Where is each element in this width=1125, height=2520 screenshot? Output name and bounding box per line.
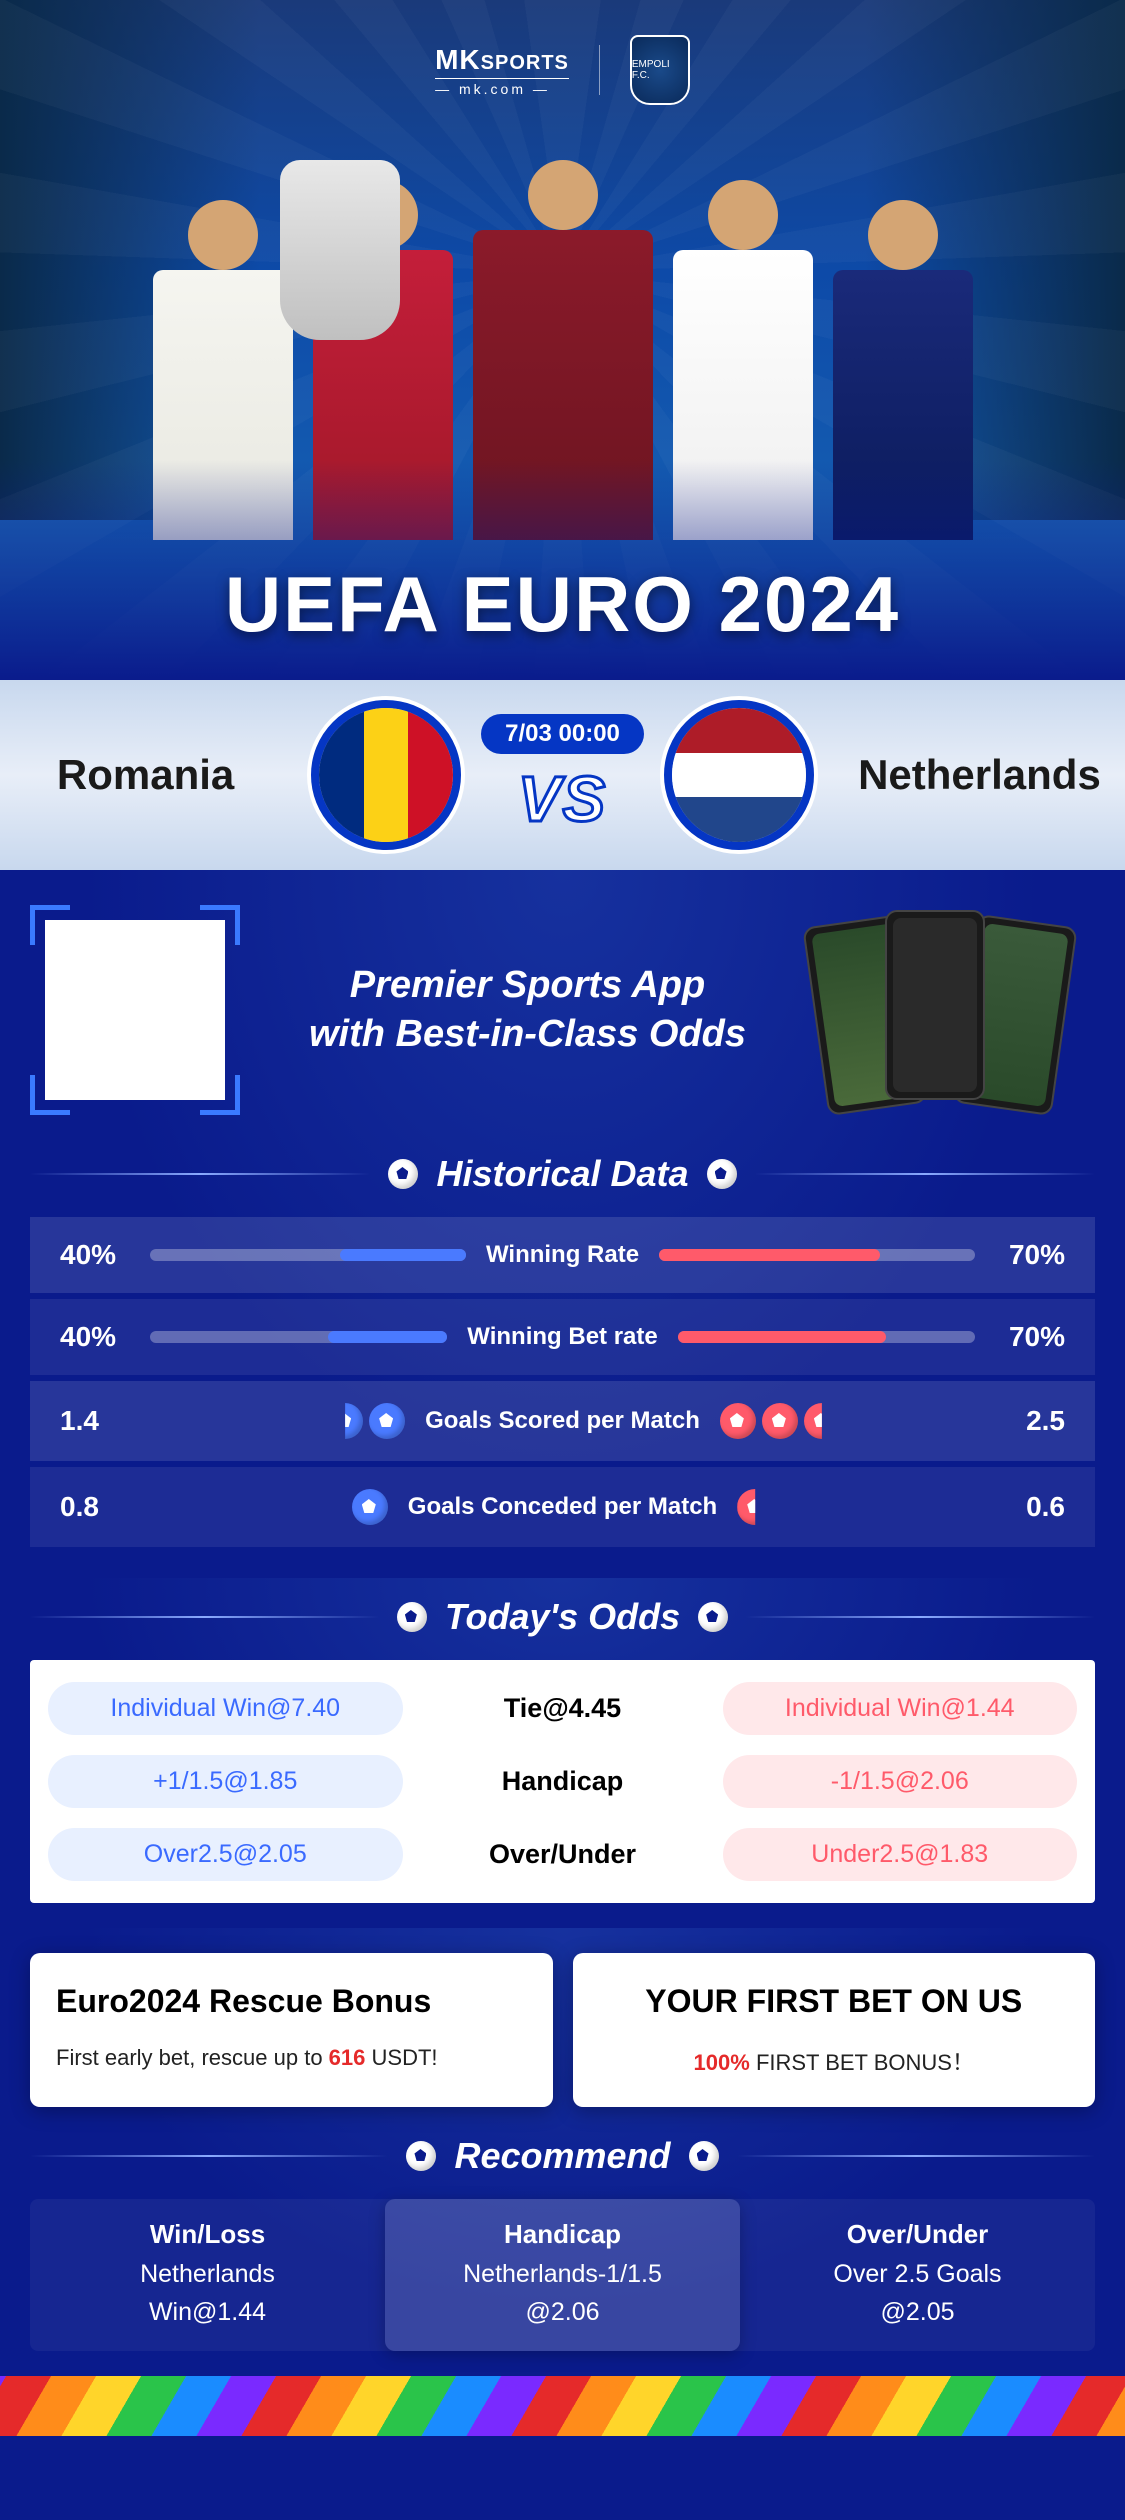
vs-block: 7/03 00:00 VS [481, 714, 644, 836]
rec-label: Handicap [395, 2219, 730, 2250]
vs-label: VS [481, 762, 644, 836]
bonus-subtitle: 100% FIRST BET BONUS！ [599, 2045, 1070, 2077]
hist-row: 40% Winning Rate 70% [30, 1217, 1095, 1293]
soccer-ball-icon [698, 1602, 728, 1632]
rec-value: Netherlands-1/1.5 [395, 2256, 730, 2294]
rec-value: Netherlands [40, 2256, 375, 2294]
hist-left-value: 1.4 [60, 1405, 150, 1437]
promo-row: Premier Sports App with Best-in-Class Od… [30, 895, 1095, 1145]
rec-label: Win/Loss [40, 2219, 375, 2250]
rec-label: Over/Under [750, 2219, 1085, 2250]
recommend-header: Recommend [30, 2127, 1095, 2199]
soccer-ball-icon [406, 2141, 436, 2171]
recommend-col[interactable]: Handicap Netherlands-1/1.5 @2.06 [385, 2199, 740, 2351]
historical-table: 40% Winning Rate 70% 40% Winning Bet rat… [30, 1217, 1095, 1547]
promo-text: Premier Sports App with Best-in-Class Od… [270, 961, 785, 1060]
rescue-bonus-card[interactable]: Euro2024 Rescue Bonus First early bet, r… [30, 1953, 553, 2107]
hist-label: Winning Bet rate [467, 1323, 657, 1351]
soccer-ball-icon [388, 1159, 418, 1189]
home-team-name: Romania [0, 751, 291, 799]
rec-value: @2.05 [750, 2294, 1085, 2332]
hist-right-value: 70% [975, 1239, 1065, 1271]
match-bar: Romania 7/03 00:00 VS Netherlands [0, 680, 1125, 870]
club-badge-icon: EMPOLI F.C. [630, 35, 690, 105]
historical-header: Historical Data [30, 1145, 1095, 1217]
odds-row: Individual Win@7.40 Tie@4.45 Individual … [48, 1672, 1077, 1745]
bottom-stripes [0, 2376, 1125, 2436]
away-team-name: Netherlands [834, 751, 1125, 799]
rec-value: Over 2.5 Goals [750, 2256, 1085, 2294]
rec-value: Win@1.44 [40, 2294, 375, 2332]
match-time: 7/03 00:00 [481, 714, 644, 754]
hist-label: Winning Rate [486, 1241, 639, 1269]
odds-right-pill[interactable]: Individual Win@1.44 [723, 1682, 1078, 1735]
hist-row: 0.8 Goals Conceded per Match 0.6 [30, 1467, 1095, 1547]
bonus-title: YOUR FIRST BET ON US [599, 1983, 1070, 2020]
recommend-table: Win/Loss Netherlands Win@1.44 Handicap N… [30, 2199, 1095, 2351]
bonus-row: Euro2024 Rescue Bonus First early bet, r… [30, 1953, 1095, 2127]
hist-row: 40% Winning Bet rate 70% [30, 1299, 1095, 1375]
app-root: MKSPORTS — mk.com — EMPOLI F.C. UEFA EUR… [0, 0, 1125, 2436]
odds-left-pill[interactable]: Individual Win@7.40 [48, 1682, 403, 1735]
hist-left-value: 40% [60, 1321, 150, 1353]
first-bet-card[interactable]: YOUR FIRST BET ON US 100% FIRST BET BONU… [573, 1953, 1096, 2107]
hist-left-value: 40% [60, 1239, 150, 1271]
odds-center-label: Over/Under [423, 1839, 703, 1870]
soccer-ball-icon [397, 1602, 427, 1632]
qr-code[interactable] [30, 905, 240, 1115]
hist-row: 1.4 Goals Scored per Match 2.5 [30, 1381, 1095, 1461]
odds-right-pill[interactable]: Under2.5@1.83 [723, 1828, 1078, 1881]
recommend-col[interactable]: Over/Under Over 2.5 Goals @2.05 [740, 2199, 1095, 2351]
odds-center-label: Handicap [423, 1766, 703, 1797]
hist-label: Goals Scored per Match [425, 1407, 700, 1435]
hist-right-value: 70% [975, 1321, 1065, 1353]
logo-row: MKSPORTS — mk.com — EMPOLI F.C. [0, 0, 1125, 105]
odds-row: Over2.5@2.05 Over/Under Under2.5@1.83 [48, 1818, 1077, 1891]
mk-sports-logo: MKSPORTS — mk.com — [435, 44, 569, 97]
hero-title: UEFA EURO 2024 [0, 559, 1125, 650]
hist-right-value: 2.5 [975, 1405, 1065, 1437]
rec-value: @2.06 [395, 2294, 730, 2332]
hero-banner: MKSPORTS — mk.com — EMPOLI F.C. UEFA EUR… [0, 0, 1125, 680]
odds-table: Individual Win@7.40 Tie@4.45 Individual … [30, 1660, 1095, 1903]
hist-label: Goals Conceded per Match [408, 1493, 717, 1521]
odds-header: Today's Odds [30, 1588, 1095, 1660]
hist-right-value: 0.6 [975, 1491, 1065, 1523]
odds-left-pill[interactable]: +1/1.5@1.85 [48, 1755, 403, 1808]
recommend-col[interactable]: Win/Loss Netherlands Win@1.44 [30, 2199, 385, 2351]
soccer-ball-icon [689, 2141, 719, 2171]
bonus-title: Euro2024 Rescue Bonus [56, 1983, 527, 2020]
bonus-subtitle: First early bet, rescue up to 616 USDT! [56, 2045, 527, 2071]
odds-right-pill[interactable]: -1/1.5@2.06 [723, 1755, 1078, 1808]
hist-left-value: 0.8 [60, 1491, 150, 1523]
netherlands-flag-icon [664, 700, 814, 850]
odds-left-pill[interactable]: Over2.5@2.05 [48, 1828, 403, 1881]
odds-row: +1/1.5@1.85 Handicap -1/1.5@2.06 [48, 1745, 1077, 1818]
soccer-ball-icon [707, 1159, 737, 1189]
phones-preview [815, 910, 1095, 1110]
romania-flag-icon [311, 700, 461, 850]
odds-center-label: Tie@4.45 [423, 1693, 703, 1724]
